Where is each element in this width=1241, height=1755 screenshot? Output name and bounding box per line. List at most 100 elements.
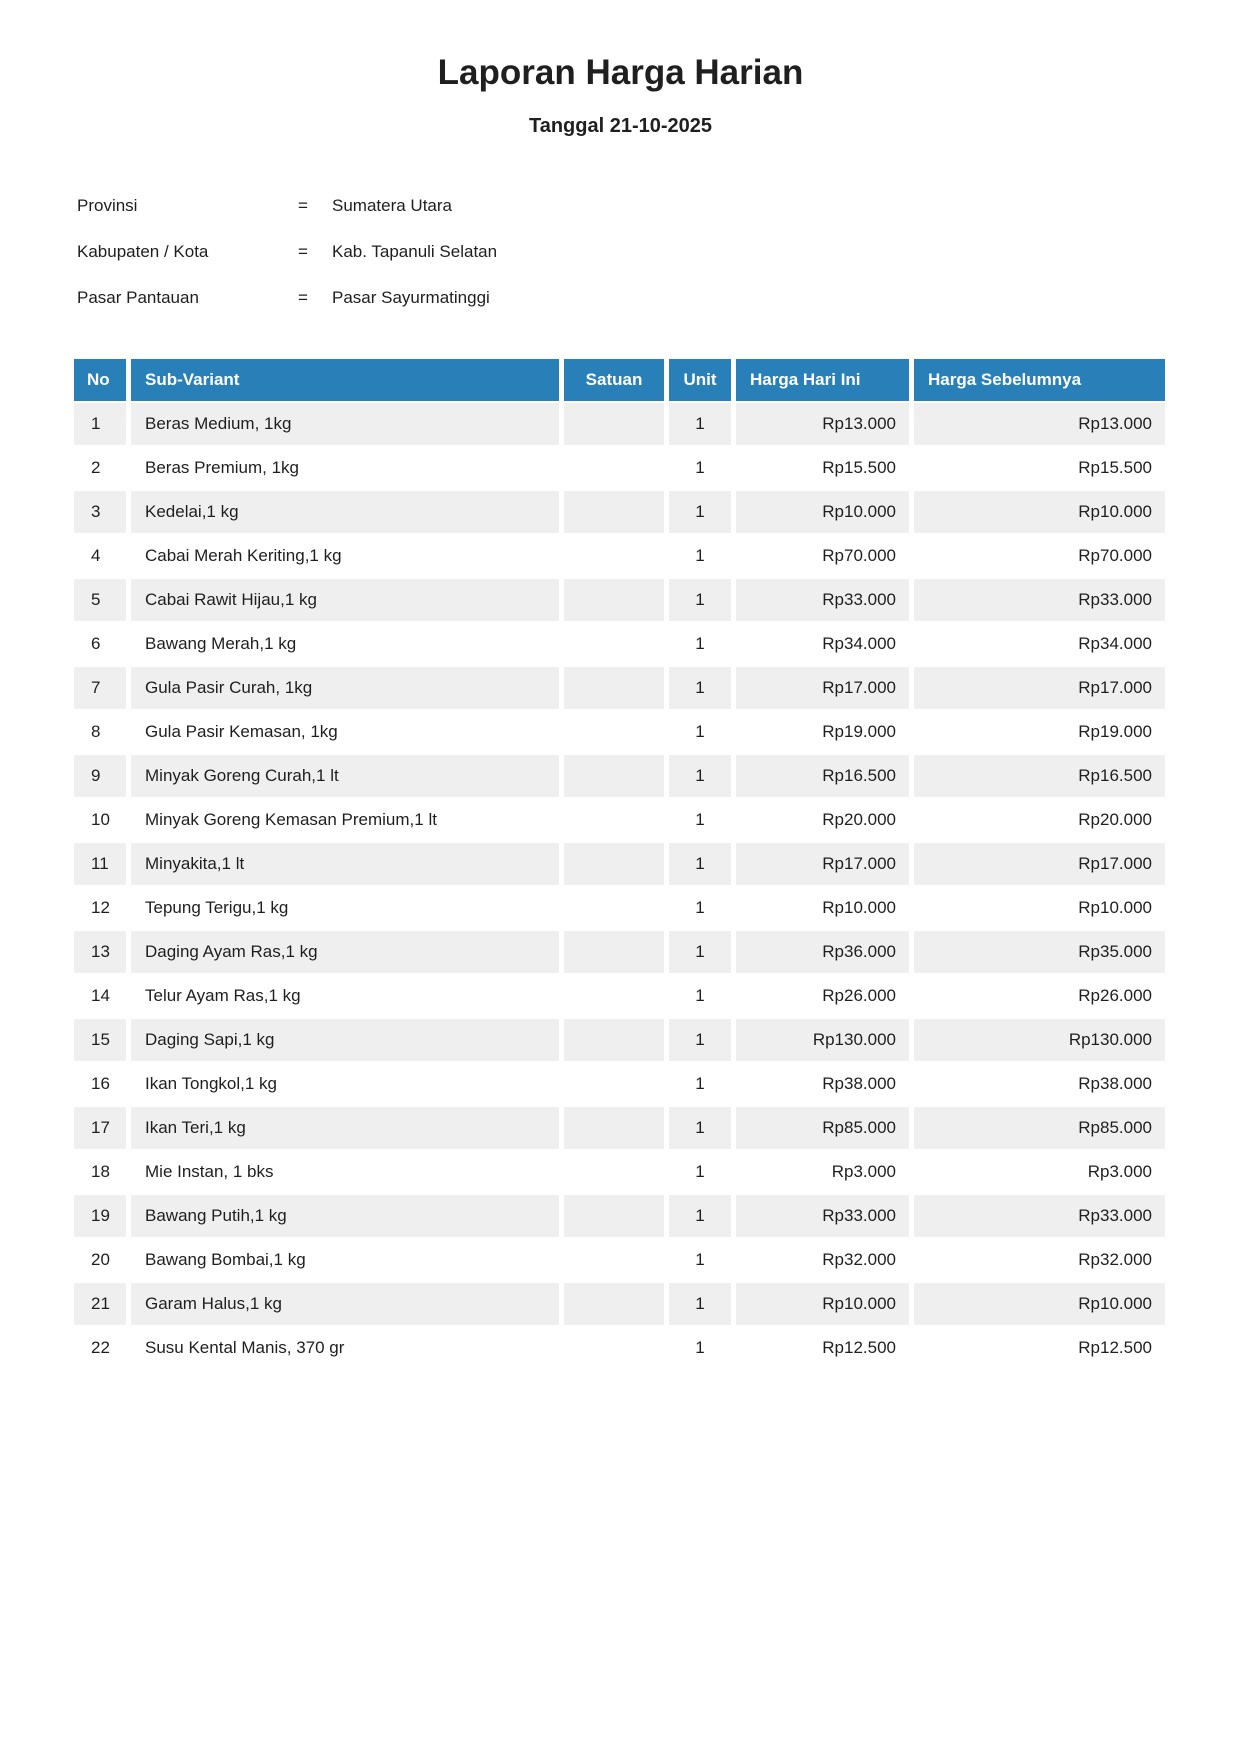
table-row: 12 Tepung Terigu,1 kg 1 Rp10.000 Rp10.000	[74, 887, 1165, 931]
price-today-cell: Rp16.500	[736, 755, 914, 799]
satuan-cell	[564, 491, 669, 535]
price-today-cell: Rp38.000	[736, 1063, 914, 1107]
table-row: 5 Cabai Rawit Hijau,1 kg 1 Rp33.000 Rp33.000	[74, 579, 1165, 623]
row-number-cell: 17	[74, 1107, 131, 1151]
table-row: 6 Bawang Merah,1 kg 1 Rp34.000 Rp34.000	[74, 623, 1165, 667]
sub-variant-cell: Kedelai,1 kg	[131, 491, 564, 535]
satuan-cell	[564, 1019, 669, 1063]
meta-label-provinsi: Provinsi	[77, 196, 138, 215]
price-previous-cell: Rp17.000	[914, 667, 1165, 711]
table-row: 4 Cabai Merah Keriting,1 kg 1 Rp70.000 Rp70.…	[74, 535, 1165, 579]
table-row: 9 Minyak Goreng Curah,1 lt 1 Rp16.500 Rp16.5…	[74, 755, 1165, 799]
satuan-cell	[564, 887, 669, 931]
sub-variant-cell: Garam Halus,1 kg	[131, 1283, 564, 1327]
unit-cell: 1	[669, 403, 736, 447]
price-previous-cell: Rp13.000	[914, 403, 1165, 447]
row-number-cell: 2	[74, 447, 131, 491]
sub-variant-cell: Bawang Merah,1 kg	[131, 623, 564, 667]
row-number-cell: 14	[74, 975, 131, 1019]
sub-variant-cell: Minyak Goreng Kemasan Premium,1 lt	[131, 799, 564, 843]
sub-variant-cell: Cabai Rawit Hijau,1 kg	[131, 579, 564, 623]
row-number-cell: 5	[74, 579, 131, 623]
row-number-cell: 11	[74, 843, 131, 887]
col-header-harga-sebelumnya: Harga Sebelumnya	[914, 359, 1165, 403]
sub-variant-cell: Daging Sapi,1 kg	[131, 1019, 564, 1063]
price-today-cell: Rp34.000	[736, 623, 914, 667]
col-header-satuan: Satuan	[564, 359, 669, 403]
unit-cell: 1	[669, 623, 736, 667]
row-number-cell: 22	[74, 1327, 131, 1371]
price-today-cell: Rp33.000	[736, 1195, 914, 1239]
row-number-cell: 3	[74, 491, 131, 535]
price-previous-cell: Rp33.000	[914, 1195, 1165, 1239]
sub-variant-cell: Bawang Putih,1 kg	[131, 1195, 564, 1239]
meta-value-kabupaten-kota: Kab. Tapanuli Selatan	[332, 242, 498, 261]
price-today-cell: Rp85.000	[736, 1107, 914, 1151]
price-previous-cell: Rp20.000	[914, 799, 1165, 843]
price-previous-cell: Rp19.000	[914, 711, 1165, 755]
table-row: 1 Beras Medium, 1kg 1 Rp13.000 Rp13.000	[74, 403, 1165, 447]
report-metadata: Provinsi = Sumatera Utara Kabupaten / Ko…	[77, 196, 1241, 334]
unit-cell: 1	[669, 667, 736, 711]
price-previous-cell: Rp15.500	[914, 447, 1165, 491]
row-number-cell: 21	[74, 1283, 131, 1327]
col-header-no: No	[74, 359, 131, 403]
row-number-cell: 10	[74, 799, 131, 843]
meta-row-kabupaten-kota: Kabupaten / Kota = Kab. Tapanuli Selatan	[77, 242, 1241, 288]
table-row: 19 Bawang Putih,1 kg 1 Rp33.000 Rp33.000	[74, 1195, 1165, 1239]
row-number-cell: 4	[74, 535, 131, 579]
row-number-cell: 9	[74, 755, 131, 799]
satuan-cell	[564, 711, 669, 755]
satuan-cell	[564, 1107, 669, 1151]
table-row: 18 Mie Instan, 1 bks 1 Rp3.000 Rp3.000	[74, 1151, 1165, 1195]
unit-cell: 1	[669, 535, 736, 579]
meta-row-provinsi: Provinsi = Sumatera Utara	[77, 196, 1241, 242]
sub-variant-cell: Minyakita,1 lt	[131, 843, 564, 887]
price-today-cell: Rp12.500	[736, 1327, 914, 1371]
sub-variant-cell: Telur Ayam Ras,1 kg	[131, 975, 564, 1019]
price-previous-cell: Rp12.500	[914, 1327, 1165, 1371]
price-today-cell: Rp10.000	[736, 1283, 914, 1327]
unit-cell: 1	[669, 1283, 736, 1327]
unit-cell: 1	[669, 799, 736, 843]
price-table-container: No Sub-Variant Satuan Unit Harga Hari In…	[74, 359, 1167, 1371]
sub-variant-cell: Ikan Teri,1 kg	[131, 1107, 564, 1151]
sub-variant-cell: Beras Medium, 1kg	[131, 403, 564, 447]
price-previous-cell: Rp130.000	[914, 1019, 1165, 1063]
price-previous-cell: Rp38.000	[914, 1063, 1165, 1107]
equals-sign: =	[298, 288, 308, 307]
meta-value-provinsi: Sumatera Utara	[332, 196, 452, 215]
col-header-unit: Unit	[669, 359, 736, 403]
price-previous-cell: Rp26.000	[914, 975, 1165, 1019]
row-number-cell: 8	[74, 711, 131, 755]
price-previous-cell: Rp35.000	[914, 931, 1165, 975]
satuan-cell	[564, 975, 669, 1019]
satuan-cell	[564, 799, 669, 843]
sub-variant-cell: Gula Pasir Kemasan, 1kg	[131, 711, 564, 755]
unit-cell: 1	[669, 931, 736, 975]
satuan-cell	[564, 1239, 669, 1283]
price-today-cell: Rp33.000	[736, 579, 914, 623]
table-row: 11 Minyakita,1 lt 1 Rp17.000 Rp17.000	[74, 843, 1165, 887]
row-number-cell: 16	[74, 1063, 131, 1107]
price-previous-cell: Rp10.000	[914, 1283, 1165, 1327]
price-today-cell: Rp17.000	[736, 843, 914, 887]
unit-cell: 1	[669, 491, 736, 535]
price-previous-cell: Rp10.000	[914, 887, 1165, 931]
price-today-cell: Rp26.000	[736, 975, 914, 1019]
satuan-cell	[564, 755, 669, 799]
price-today-cell: Rp10.000	[736, 491, 914, 535]
table-row: 13 Daging Ayam Ras,1 kg 1 Rp36.000 Rp35.000	[74, 931, 1165, 975]
row-number-cell: 15	[74, 1019, 131, 1063]
satuan-cell	[564, 623, 669, 667]
price-today-cell: Rp19.000	[736, 711, 914, 755]
unit-cell: 1	[669, 447, 736, 491]
sub-variant-cell: Daging Ayam Ras,1 kg	[131, 931, 564, 975]
satuan-cell	[564, 403, 669, 447]
sub-variant-cell: Susu Kental Manis, 370 gr	[131, 1327, 564, 1371]
report-title: Laporan Harga Harian	[437, 53, 804, 92]
satuan-cell	[564, 931, 669, 975]
meta-row-pasar-pantauan: Pasar Pantauan = Pasar Sayurmatinggi	[77, 288, 1241, 334]
unit-cell: 1	[669, 1063, 736, 1107]
